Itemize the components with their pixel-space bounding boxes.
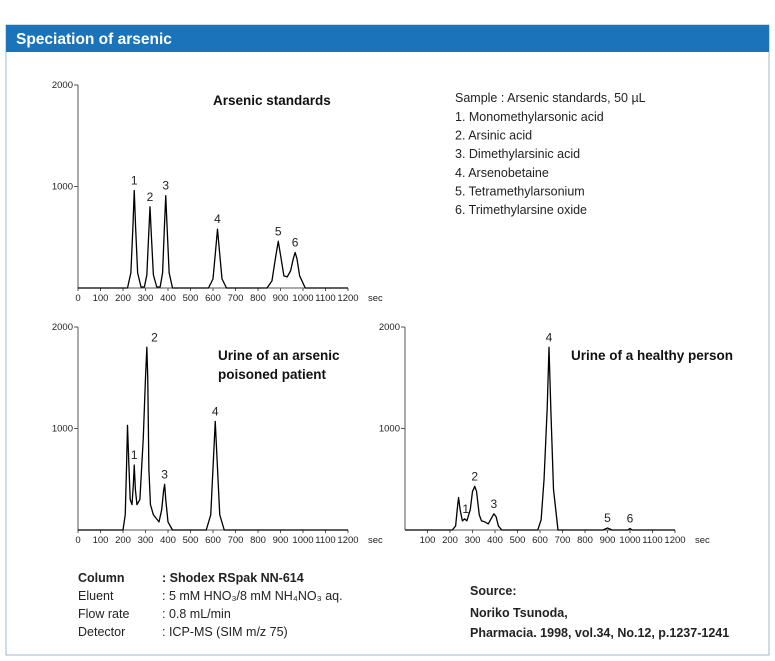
x-tick-label: 400 xyxy=(160,535,176,546)
x-tick-label: 700 xyxy=(228,293,244,304)
chart-title: Urine of an arsenic poisoned patient xyxy=(218,348,340,382)
chart-title: Arsenic standards xyxy=(213,93,331,108)
x-tick-label: 1200 xyxy=(337,293,358,304)
x-tick-label: 900 xyxy=(600,535,616,546)
sample-title: Sample : Arsenic standards, 50 µL xyxy=(455,91,646,105)
x-tick-label: 200 xyxy=(115,293,131,304)
x-tick-label: 1000 xyxy=(292,535,313,546)
x-tick-label: 300 xyxy=(465,535,481,546)
x-axis-label: sec xyxy=(368,535,383,546)
source-line: Noriko Tsunoda, xyxy=(470,606,568,620)
peak-label: 3 xyxy=(491,497,498,511)
header-title: Speciation of arsenic xyxy=(16,31,172,48)
condition-label: Eluent xyxy=(78,589,114,603)
condition-label: Detector xyxy=(78,625,125,639)
chromatogram-trace xyxy=(78,189,348,289)
y-tick-label: 2000 xyxy=(52,80,73,91)
peak-label: 3 xyxy=(162,179,169,193)
x-tick-label: 500 xyxy=(510,535,526,546)
x-tick-label: 300 xyxy=(138,535,154,546)
peak-label: 1 xyxy=(131,174,138,188)
x-tick-label: 0 xyxy=(75,535,80,546)
x-tick-label: 500 xyxy=(183,535,199,546)
x-tick-label: 100 xyxy=(93,535,109,546)
peak-label: 3 xyxy=(161,467,168,481)
x-tick-label: 800 xyxy=(250,293,266,304)
peak-label: 2 xyxy=(151,330,158,344)
frame xyxy=(5,24,770,656)
x-axis-label: sec xyxy=(695,535,710,546)
x-tick-label: 600 xyxy=(205,293,221,304)
condition-value: : ICP-MS (SIM m/z 75) xyxy=(162,625,288,639)
peak-label: 1 xyxy=(462,502,469,516)
sample-item: 2. Arsinic acid xyxy=(455,129,532,143)
peak-label: 4 xyxy=(546,330,553,344)
source-label: Source: xyxy=(470,584,517,598)
y-tick-label: 2000 xyxy=(52,322,73,333)
peak-label: 2 xyxy=(147,190,154,204)
x-tick-label: 200 xyxy=(115,535,131,546)
x-tick-label: 1000 xyxy=(619,535,640,546)
sample-item: 6. Trimethylarsine oxide xyxy=(455,203,587,217)
sample-item: 1. Monomethylarsonic acid xyxy=(455,110,604,124)
chart-title: Urine of a healthy person xyxy=(571,348,734,363)
y-tick-label: 1000 xyxy=(52,424,73,435)
x-tick-label: 1200 xyxy=(337,535,358,546)
source-line: Pharmacia. 1998, vol.34, No.12, p.1237-1… xyxy=(470,626,729,640)
sample-item: 5. Tetramethylarsonium xyxy=(455,184,585,198)
x-tick-label: 700 xyxy=(555,535,571,546)
x-tick-label: 600 xyxy=(205,535,221,546)
x-tick-label: 900 xyxy=(273,293,289,304)
condition-label: Flow rate xyxy=(78,607,129,621)
sample-item: 3. Dimethylarsinic acid xyxy=(455,147,580,161)
condition-label: Column xyxy=(78,571,125,585)
peak-label: 5 xyxy=(275,224,282,238)
x-tick-label: 1100 xyxy=(315,535,335,546)
condition-value: : 5 mM HNO₃/8 mM NH₄NO₃ aq. xyxy=(162,589,343,603)
condition-value: : Shodex RSpak NN-614 xyxy=(162,571,304,585)
x-tick-label: 900 xyxy=(273,535,289,546)
x-tick-label: 1000 xyxy=(292,293,313,304)
sample-item: 4. Arsenobetaine xyxy=(455,166,549,180)
header-bar xyxy=(6,25,769,52)
peak-label: 4 xyxy=(214,212,221,226)
x-tick-label: 100 xyxy=(420,535,436,546)
x-tick-label: 1100 xyxy=(315,293,335,304)
peak-label: 5 xyxy=(604,511,611,525)
condition-value: : 0.8 mL/min xyxy=(162,607,231,621)
peak-label: 2 xyxy=(471,469,478,483)
x-tick-label: 500 xyxy=(183,293,199,304)
x-tick-label: 1100 xyxy=(642,535,662,546)
x-tick-label: 0 xyxy=(75,293,80,304)
peak-label: 4 xyxy=(212,404,219,418)
x-tick-label: 100 xyxy=(93,293,109,304)
x-axis-label: sec xyxy=(368,293,383,304)
chromatogram-trace xyxy=(78,346,348,531)
chromatogram-trace xyxy=(405,346,675,531)
peak-label: 6 xyxy=(292,235,299,249)
peak-label: 1 xyxy=(131,448,138,462)
y-tick-label: 1000 xyxy=(379,424,400,435)
peak-label: 6 xyxy=(627,511,634,525)
x-tick-label: 1200 xyxy=(664,535,685,546)
x-tick-label: 800 xyxy=(250,535,266,546)
x-tick-label: 400 xyxy=(160,293,176,304)
x-tick-label: 700 xyxy=(228,535,244,546)
y-tick-label: 2000 xyxy=(379,322,400,333)
x-tick-label: 600 xyxy=(532,535,548,546)
x-tick-label: 400 xyxy=(487,535,503,546)
x-tick-label: 800 xyxy=(577,535,593,546)
y-tick-label: 1000 xyxy=(52,182,73,193)
x-tick-label: 300 xyxy=(138,293,154,304)
x-tick-label: 200 xyxy=(442,535,458,546)
